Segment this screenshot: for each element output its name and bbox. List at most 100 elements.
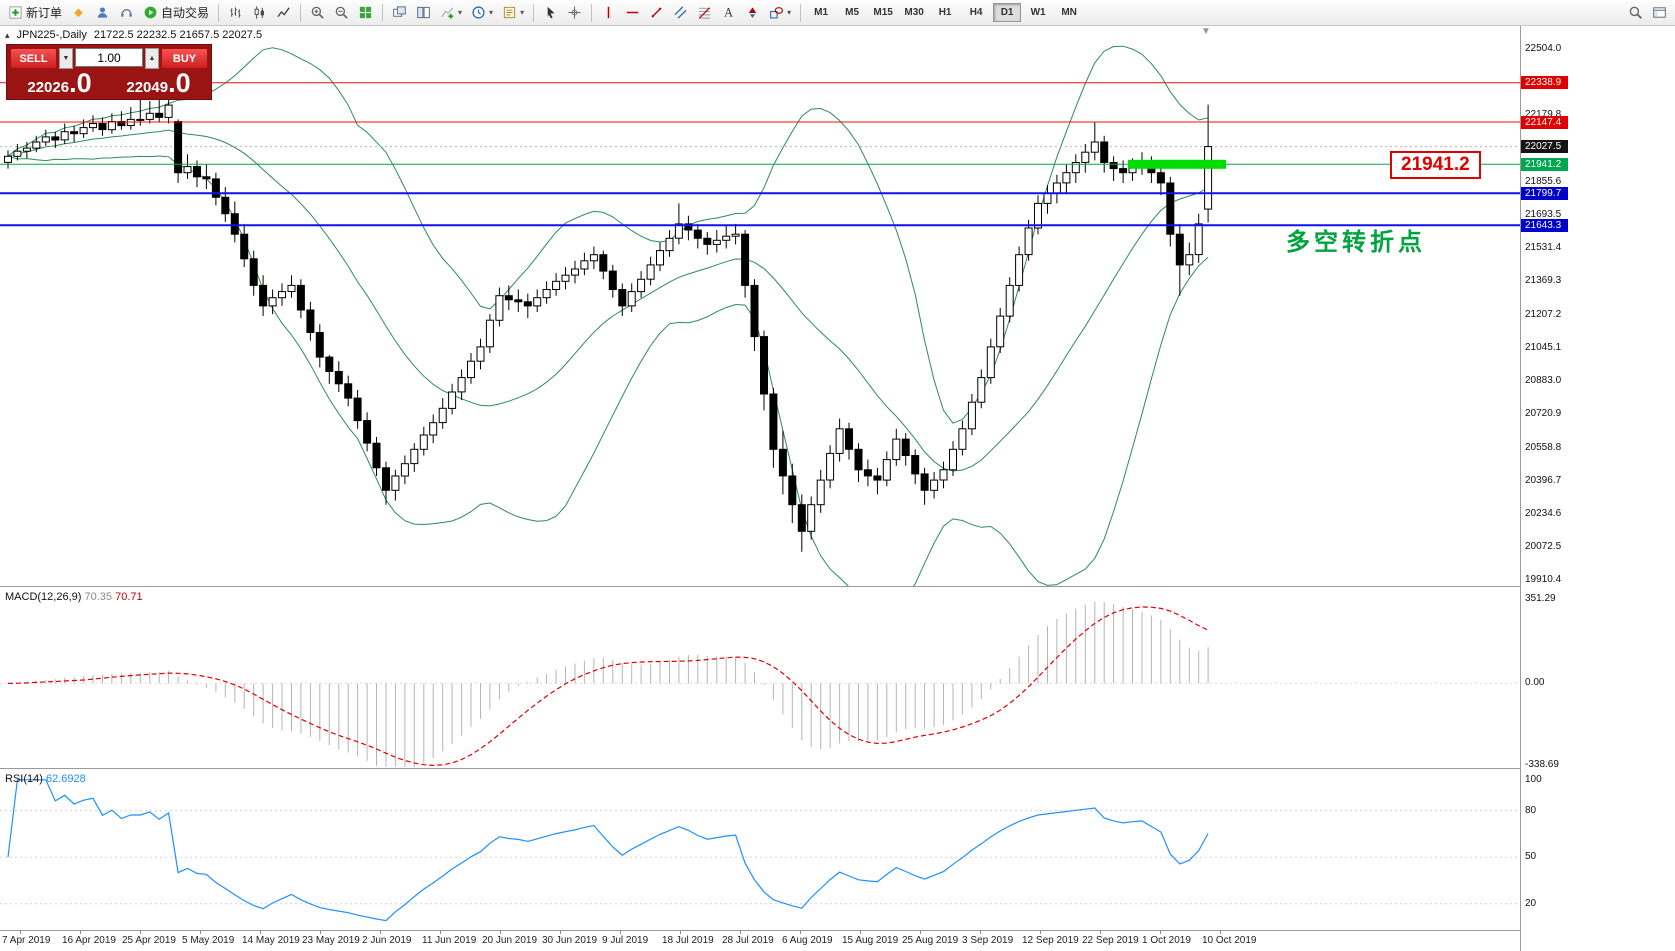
chevron-down-icon: ▾ — [520, 8, 525, 17]
date-tick — [500, 931, 501, 934]
autotrading-icon — [143, 5, 158, 20]
rsi-tick-label: 20 — [1525, 898, 1537, 909]
toggle-panels-button[interactable] — [1648, 2, 1671, 24]
date-label: 25 Apr 2019 — [122, 935, 176, 946]
trendline-button[interactable] — [645, 2, 668, 24]
rsi-label: RSI(14) 62.6928 — [5, 773, 86, 785]
time-axis[interactable]: 7 Apr 2019 16 Apr 2019 25 Apr 2019 5 May 20… — [0, 930, 1568, 951]
date-tick — [920, 931, 921, 934]
rsi-pane[interactable] — [0, 769, 1520, 930]
price-tick-label: 20558.8 — [1525, 442, 1562, 453]
bar-chart-button[interactable] — [224, 2, 247, 24]
user-profile-button[interactable] — [91, 2, 114, 24]
horizontal-line-button[interactable] — [621, 2, 644, 24]
pane-separator-rsi[interactable] — [0, 768, 1568, 769]
buy-button[interactable]: BUY — [161, 48, 208, 69]
timeframe-m30-button[interactable]: M30 — [900, 3, 928, 22]
zoom-in-button[interactable] — [306, 2, 329, 24]
price-tick-label: 21693.5 — [1525, 209, 1562, 220]
timeframe-w1-button[interactable]: W1 — [1024, 3, 1052, 22]
tile-windows-button[interactable] — [354, 2, 377, 24]
fibonacci-button[interactable] — [693, 2, 716, 24]
tile-vertical-button[interactable] — [412, 2, 435, 24]
templates-button[interactable]: ▾ — [498, 2, 528, 24]
indicators-icon — [440, 5, 455, 20]
price-tick-label: 20072.5 — [1525, 541, 1562, 552]
search-button[interactable] — [1624, 2, 1647, 24]
volume-increase-button[interactable]: ▲ — [145, 48, 159, 69]
crosshair-button[interactable] — [563, 2, 586, 24]
date-label: 22 Sep 2019 — [1082, 935, 1139, 946]
macd-tick-label: 0.00 — [1525, 677, 1545, 688]
timeframe-m1-button[interactable]: M1 — [807, 3, 835, 22]
toolbar-separator — [382, 3, 384, 22]
periods-button[interactable]: ▾ — [467, 2, 497, 24]
timeframe-mn-button[interactable]: MN — [1055, 3, 1083, 22]
level-price-label[interactable]: 21941.2 — [1390, 151, 1481, 179]
date-label: 2 Jun 2019 — [362, 935, 412, 946]
timeframe-h1-button[interactable]: H1 — [931, 3, 959, 22]
chart-area: ▴ JPN225-,Daily 21722.5 22232.5 21657.5 … — [0, 26, 1675, 951]
pane-separator-macd[interactable] — [0, 586, 1568, 587]
shapes-button[interactable]: ▾ — [765, 2, 795, 24]
price-scale[interactable]: 22504.022341.922179.822017.721855.621693… — [1520, 26, 1568, 951]
new-order-button[interactable]: 新订单 — [4, 2, 66, 24]
timeframe-m5-button[interactable]: M5 — [838, 3, 866, 22]
volume-decrease-button[interactable]: ▼ — [59, 48, 73, 69]
date-tick — [320, 931, 321, 934]
price-tick-label: 21531.4 — [1525, 242, 1562, 253]
date-tick — [380, 931, 381, 934]
date-label: 20 Jun 2019 — [482, 935, 538, 946]
cursor-button[interactable] — [539, 2, 562, 24]
buy-price: 22049.0 — [126, 68, 191, 98]
candlestick-chart-button[interactable] — [248, 2, 271, 24]
hline-icon — [625, 5, 640, 20]
support-button[interactable] — [115, 2, 138, 24]
crosshair-icon — [567, 5, 582, 20]
timeframe-m15-button[interactable]: M15 — [869, 3, 897, 22]
one-click-panel-toggle[interactable]: ▴ — [5, 29, 10, 40]
macd-tick-label: -338.69 — [1525, 759, 1559, 770]
turning-point-annotation[interactable]: 多空转折点 — [1286, 229, 1426, 256]
equidistant-channel-button[interactable] — [669, 2, 692, 24]
trade-controls-row: SELL ▼ ▲ BUY — [10, 48, 208, 69]
price-tick-label: 20883.0 — [1525, 375, 1562, 386]
cascade-windows-button[interactable] — [388, 2, 411, 24]
date-tick — [140, 931, 141, 934]
trade-prices-row: 22026.0 22049.0 — [10, 68, 208, 98]
line-chart-button[interactable] — [272, 2, 295, 24]
price-badge: 21941.2 — [1521, 158, 1568, 171]
arrow-objects-button[interactable] — [741, 2, 764, 24]
date-tick — [1160, 931, 1161, 934]
toolbar-button-label: 自动交易 — [161, 6, 210, 20]
price-tick-label: 20234.6 — [1525, 508, 1562, 519]
indicators-button[interactable]: ▾ — [436, 2, 466, 24]
toolbar-separator — [218, 3, 220, 22]
channel-icon — [673, 5, 688, 20]
svg-text:A: A — [724, 6, 733, 20]
date-tick — [1220, 931, 1221, 934]
sell-button[interactable]: SELL — [10, 48, 57, 69]
price-chart[interactable] — [0, 26, 1520, 586]
rsi-tick-label: 80 — [1525, 805, 1537, 816]
macd-pane[interactable] — [0, 587, 1520, 768]
vertical-line-button[interactable] — [597, 2, 620, 24]
chart-symbol-label: JPN225-,Daily — [16, 29, 87, 41]
date-tick — [80, 931, 81, 934]
tile-vertical-icon — [416, 5, 431, 20]
chart-shift-marker[interactable]: ▼ — [1201, 26, 1211, 37]
volume-input[interactable] — [75, 48, 143, 67]
text-label-button[interactable]: A — [717, 2, 740, 24]
mql5-community-button[interactable] — [67, 2, 90, 24]
price-badge: 21799.7 — [1521, 187, 1568, 200]
timeframe-d1-button[interactable]: D1 — [993, 3, 1022, 22]
date-label: 7 Apr 2019 — [2, 935, 51, 946]
zoom-out-icon — [334, 5, 349, 20]
zoom-out-button[interactable] — [330, 2, 353, 24]
one-click-trading-panel: SELL ▼ ▲ BUY 22026.0 22049.0 — [6, 44, 212, 100]
trendline-icon — [649, 5, 664, 20]
date-label: 28 Jul 2019 — [722, 935, 774, 946]
autotrading-button[interactable]: 自动交易 — [139, 2, 213, 24]
toolbar-button-label: 新订单 — [26, 6, 63, 20]
timeframe-h4-button[interactable]: H4 — [962, 3, 990, 22]
